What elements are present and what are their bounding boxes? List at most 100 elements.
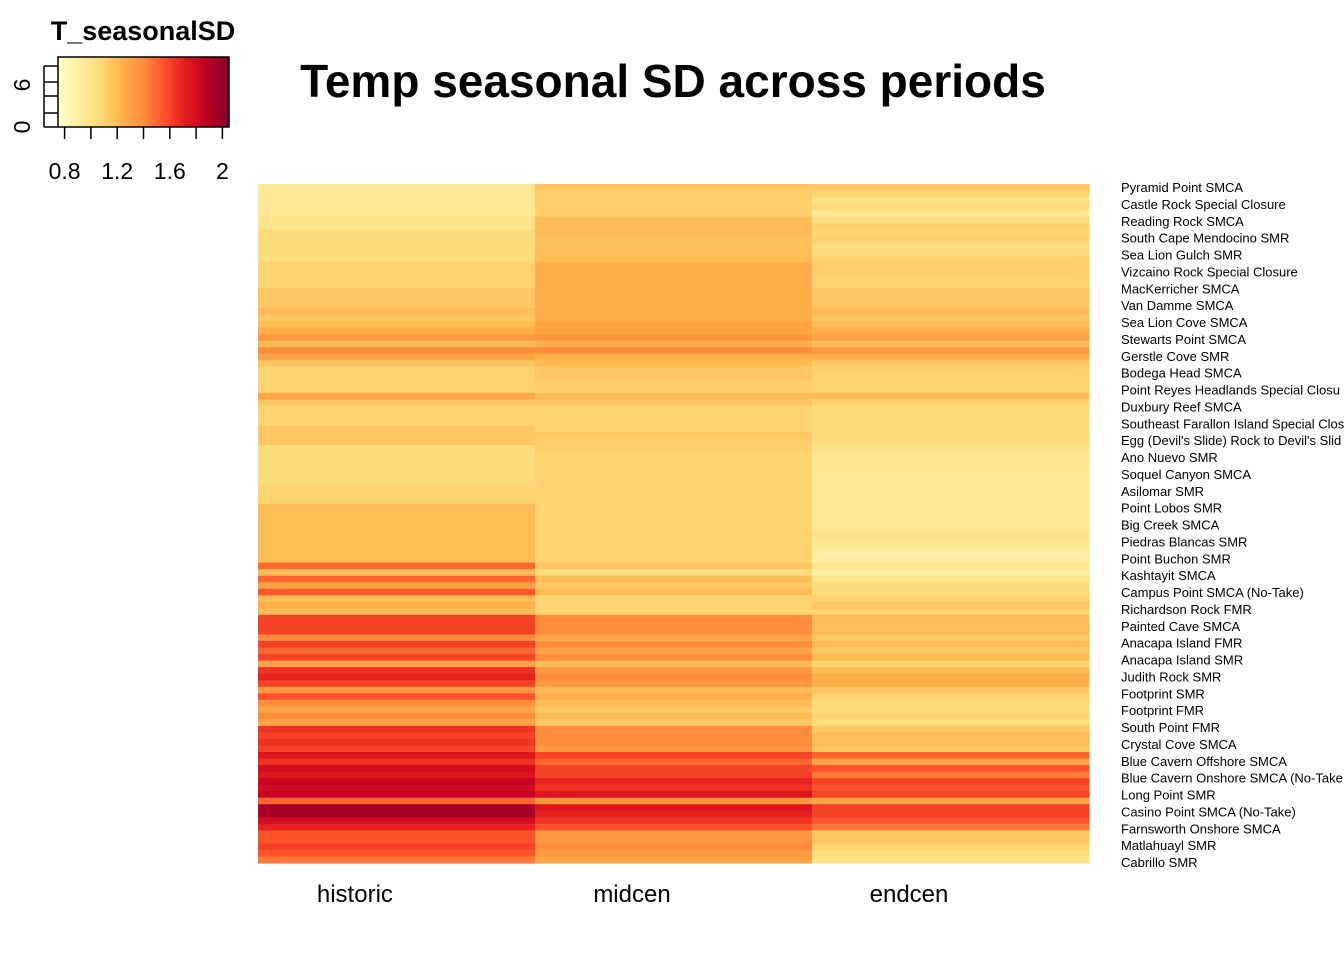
color-key-band [168, 57, 170, 127]
heatmap-cell [258, 419, 536, 427]
heatmap-cell [535, 582, 813, 590]
heatmap-cell [812, 197, 1090, 205]
color-key-band [143, 57, 145, 127]
color-key-band [115, 57, 117, 127]
heatmap-cell [535, 641, 813, 649]
color-key-band [120, 57, 122, 127]
heatmap-cell [812, 673, 1090, 681]
heatmap-cell [258, 210, 536, 218]
heatmap-cell [812, 249, 1090, 257]
color-key-band [75, 57, 77, 127]
heatmap-cell [258, 503, 536, 512]
color-key-band [128, 57, 130, 127]
color-key-band [123, 57, 125, 127]
row-label: Campus Point SMCA (No-Take) [1121, 585, 1304, 600]
heatmap-cell [535, 366, 813, 374]
heatmap-cell [258, 229, 536, 237]
color-key-band [182, 57, 184, 127]
heatmap-cell [535, 399, 813, 407]
heatmap-cell [535, 758, 813, 766]
color-key-band [90, 57, 92, 127]
color-key-tick-label: 1.2 [101, 158, 133, 184]
heatmap-cell [535, 477, 813, 485]
row-label: Kashtayit SMCA [1121, 568, 1216, 583]
heatmap-cell [258, 360, 536, 368]
heatmap-cell [812, 784, 1090, 792]
heatmap-cell [812, 569, 1090, 577]
heatmap-cell [812, 379, 1090, 387]
color-key-band [74, 57, 76, 127]
heatmap-cell [812, 608, 1090, 616]
heatmap-cell [535, 438, 813, 446]
color-key-band [202, 57, 204, 127]
heatmap-cell [258, 686, 536, 694]
heatmap-cell [535, 836, 813, 845]
heatmap-cell [258, 236, 536, 244]
heatmap-cell [812, 366, 1090, 374]
heatmap-cell [535, 503, 813, 512]
heatmap-cell [812, 634, 1090, 642]
heatmap-cell [258, 660, 536, 668]
row-label: Big Creek SMCA [1121, 518, 1220, 533]
color-key-band [221, 57, 223, 127]
color-key-band [184, 57, 186, 127]
color-key-band [159, 57, 161, 127]
row-label: Bodega Head SMCA [1121, 366, 1242, 381]
heatmap-cell [535, 379, 813, 387]
color-key-band [62, 57, 64, 127]
heatmap-cell [535, 569, 813, 577]
heatmap-cell [812, 536, 1090, 544]
heatmap-cell [535, 327, 813, 335]
color-key-band [102, 57, 104, 127]
heatmap-cell [812, 706, 1090, 714]
color-key-band [67, 57, 69, 127]
row-label: Reading Rock SMCA [1121, 214, 1244, 229]
heatmap-cell [535, 321, 813, 329]
color-key-band [82, 57, 84, 127]
color-key-band [88, 57, 90, 127]
color-key-band [132, 57, 134, 127]
heatmap-cell [535, 281, 813, 290]
color-key-band [113, 57, 115, 127]
heatmap-cell [812, 471, 1090, 479]
heatmap-cell [535, 738, 813, 747]
heatmap-cell [812, 745, 1090, 753]
color-key-band [201, 57, 203, 127]
row-label: South Point FMR [1121, 720, 1220, 735]
color-key-band [175, 57, 177, 127]
heatmap-cell [535, 255, 813, 263]
heatmap-cell [258, 314, 536, 322]
heatmap-cell [535, 523, 813, 531]
color-key-band [203, 57, 205, 127]
heatmap-cell [812, 308, 1090, 316]
heatmap-cell [258, 405, 536, 414]
heatmap-cell [535, 771, 813, 779]
heatmap-cell [535, 347, 813, 355]
heatmap-cell [258, 184, 536, 192]
heatmap-cell [535, 614, 813, 623]
color-key-band [97, 57, 99, 127]
row-label: Crystal Cove SMCA [1121, 737, 1237, 752]
heatmap-cell [812, 575, 1090, 583]
color-key-band [187, 57, 189, 127]
heatmap-cell [258, 569, 536, 577]
heatmap-cell [812, 765, 1090, 773]
color-key-band [162, 57, 164, 127]
heatmap-cell [258, 836, 536, 845]
heatmap-cell [258, 425, 536, 433]
heatmap-cell [258, 327, 536, 335]
color-key-band [197, 57, 199, 127]
heatmap-cell [812, 641, 1090, 649]
color-key-band [101, 57, 103, 127]
heatmap-cell [535, 719, 813, 727]
heatmap-cell [258, 530, 536, 538]
heatmap-cell [812, 203, 1090, 211]
color-key-band [193, 57, 195, 127]
heatmap-cell [258, 797, 536, 805]
heatmap-cell [812, 347, 1090, 355]
color-key-band [131, 57, 133, 127]
color-key-band [227, 57, 229, 127]
heatmap-cell [258, 268, 536, 277]
color-key-band [105, 57, 107, 127]
heatmap-cell [812, 510, 1090, 518]
